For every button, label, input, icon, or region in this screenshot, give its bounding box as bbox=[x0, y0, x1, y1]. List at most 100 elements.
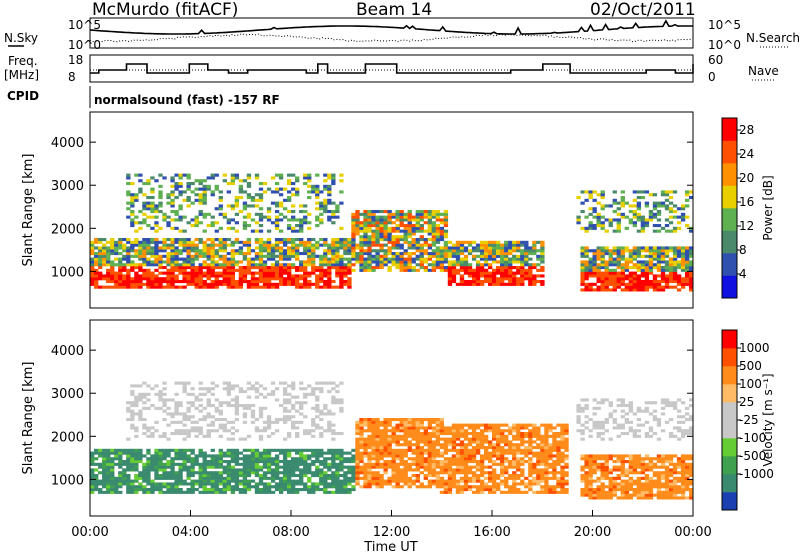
heatmap-cell bbox=[467, 437, 473, 441]
heatmap-cell bbox=[331, 479, 336, 483]
heatmap-cell bbox=[339, 268, 344, 272]
heatmap-cell bbox=[463, 432, 469, 436]
heatmap-cell bbox=[359, 429, 364, 433]
heatmap-cell bbox=[375, 482, 380, 486]
heatmap-cell bbox=[684, 271, 690, 275]
heatmap-cell bbox=[520, 252, 525, 256]
heatmap-cell bbox=[234, 479, 240, 483]
heatmap-cell bbox=[270, 201, 276, 205]
heatmap-cell bbox=[106, 274, 111, 278]
heatmap-cell bbox=[327, 201, 332, 205]
heatmap-cell bbox=[359, 252, 364, 256]
heatmap-cell bbox=[516, 266, 521, 270]
heatmap-cell bbox=[335, 210, 340, 214]
heatmap-cell bbox=[447, 468, 453, 472]
heatmap-cell bbox=[311, 460, 316, 464]
heatmap-cell bbox=[311, 406, 316, 410]
heatmap-cell bbox=[250, 471, 256, 475]
heatmap-cell bbox=[323, 268, 328, 272]
heatmap-cell bbox=[363, 260, 368, 264]
heatmap-cell bbox=[295, 409, 300, 413]
heatmap-cell bbox=[274, 249, 280, 253]
heatmap-cell bbox=[439, 451, 445, 455]
heatmap-cell bbox=[106, 476, 111, 480]
heatmap-cell bbox=[194, 187, 199, 191]
heatmap-cell bbox=[118, 271, 123, 275]
heatmap-cell bbox=[427, 482, 432, 486]
heatmap-cell bbox=[596, 280, 601, 284]
heatmap-cell bbox=[311, 387, 316, 391]
heatmap-cell bbox=[327, 243, 332, 247]
heatmap-cell bbox=[672, 257, 678, 261]
heatmap-cell bbox=[471, 277, 477, 281]
heatmap-cell bbox=[331, 260, 336, 264]
heatmap-cell bbox=[423, 257, 428, 261]
heatmap-cell bbox=[102, 252, 107, 256]
heatmap-cell bbox=[528, 460, 533, 464]
heatmap-cell bbox=[278, 201, 284, 205]
heatmap-cell bbox=[483, 280, 489, 284]
heatmap-cell bbox=[150, 482, 155, 486]
heatmap-cell bbox=[492, 476, 497, 480]
heatmap-cell bbox=[471, 268, 477, 272]
heatmap-cell bbox=[419, 215, 424, 219]
heatmap-cell bbox=[307, 221, 312, 225]
heatmap-cell bbox=[146, 429, 151, 433]
heatmap-cell bbox=[158, 457, 163, 461]
heatmap-cell bbox=[234, 409, 240, 413]
heatmap-cell bbox=[286, 246, 292, 250]
heatmap-cell bbox=[516, 482, 521, 486]
heatmap-cell bbox=[114, 243, 119, 247]
heatmap-cell bbox=[234, 196, 240, 200]
heatmap-cell bbox=[500, 277, 505, 281]
heatmap-cell bbox=[672, 268, 678, 272]
heatmap-cell bbox=[327, 271, 332, 275]
heatmap-cell bbox=[379, 429, 384, 433]
heatmap-cell bbox=[608, 271, 613, 275]
heatmap-cell bbox=[182, 429, 187, 433]
heatmap-cell bbox=[628, 288, 633, 292]
heatmap-cell bbox=[323, 257, 328, 261]
heatmap-cell bbox=[463, 468, 469, 472]
heatmap-cell bbox=[596, 246, 601, 250]
heatmap-cell bbox=[475, 263, 481, 267]
heatmap-cell bbox=[371, 462, 376, 466]
heatmap-cell bbox=[419, 235, 424, 239]
heatmap-cell bbox=[274, 215, 280, 219]
heatmap-cell bbox=[286, 173, 292, 177]
heatmap-cell bbox=[242, 479, 248, 483]
heatmap-cell bbox=[282, 474, 288, 478]
heatmap-cell bbox=[471, 423, 477, 427]
heatmap-cell bbox=[375, 224, 380, 228]
heatmap-cell bbox=[226, 266, 231, 270]
heatmap-cell bbox=[194, 271, 199, 275]
heatmap-cell bbox=[600, 246, 605, 250]
heatmap-cell bbox=[648, 260, 654, 264]
heatmap-cell bbox=[391, 457, 396, 461]
heatmap-cell bbox=[435, 254, 441, 258]
heatmap-cell bbox=[166, 482, 171, 486]
heatmap-cell bbox=[524, 243, 529, 247]
heatmap-cell bbox=[170, 243, 175, 247]
heatmap-cell bbox=[479, 454, 485, 458]
heatmap-cell bbox=[343, 490, 348, 494]
heatmap-cell bbox=[487, 277, 493, 281]
heatmap-cell bbox=[266, 465, 272, 469]
heatmap-cell bbox=[278, 381, 284, 385]
heatmap-cell bbox=[375, 485, 380, 489]
heatmap-cell bbox=[206, 454, 211, 458]
heatmap-cell bbox=[371, 235, 376, 239]
heatmap-cell bbox=[94, 280, 99, 284]
heatmap-cell bbox=[186, 266, 191, 270]
heatmap-cell bbox=[652, 193, 658, 197]
heatmap-cell bbox=[282, 263, 288, 267]
heatmap-cell bbox=[246, 488, 252, 492]
heatmap-cell bbox=[592, 226, 597, 230]
heatmap-cell bbox=[391, 468, 396, 472]
heatmap-cell bbox=[532, 282, 537, 286]
heatmap-cell bbox=[375, 420, 380, 424]
heatmap-cell bbox=[391, 246, 396, 250]
freq-unit-label: [MHz] bbox=[4, 68, 39, 82]
heatmap-cell bbox=[327, 252, 332, 256]
heatmap-cell bbox=[359, 423, 364, 427]
